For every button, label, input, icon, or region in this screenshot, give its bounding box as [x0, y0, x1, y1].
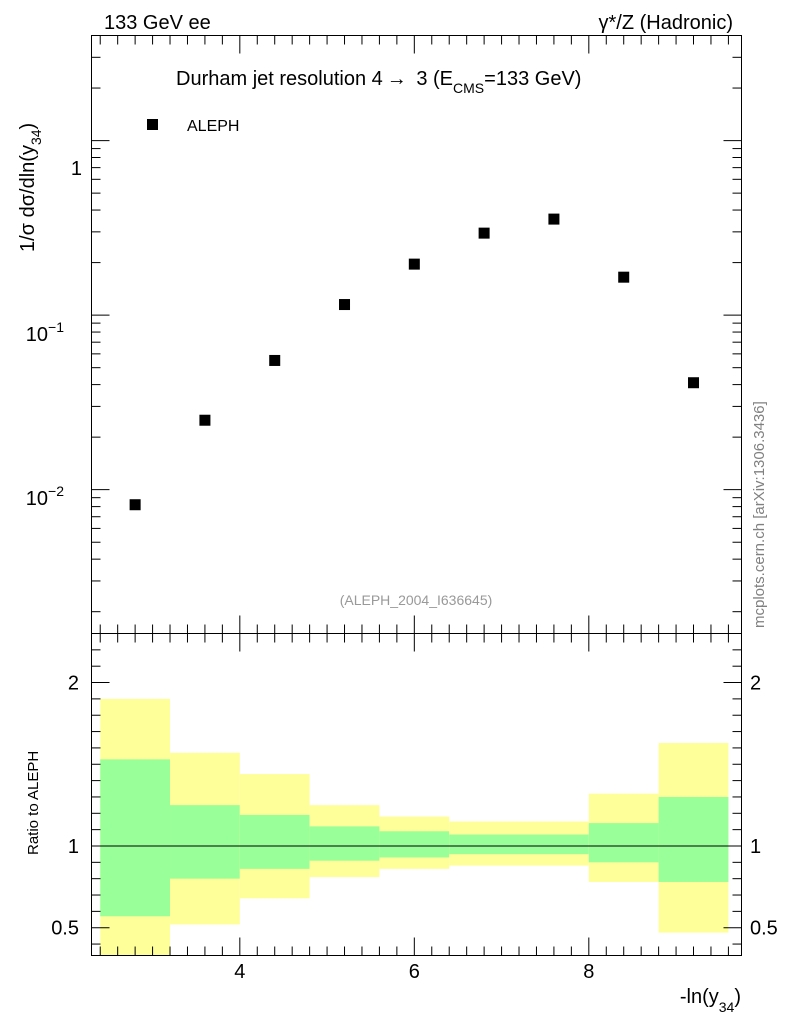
title-tail-text: =133 GeV)	[484, 68, 581, 90]
ratio-ytick-label-right: 1	[750, 836, 761, 858]
title-sub-text: CMS	[453, 80, 484, 96]
aleph-data-point	[129, 499, 141, 511]
title-num-text: 3 (E	[411, 68, 453, 90]
ylabel-tail-text: )	[17, 123, 39, 130]
ratio-bands	[100, 698, 729, 956]
ratio-green-band	[170, 805, 240, 879]
aleph-data-point	[478, 227, 490, 239]
aleph-data-point	[408, 258, 420, 270]
ratio-ytick-label-right: 0.5	[750, 918, 778, 940]
aleph-data-point	[339, 299, 351, 311]
title-arrow: →	[387, 68, 407, 90]
ratio-plot-frame	[91, 633, 742, 956]
ytick-label-minus1: 10−1	[26, 319, 64, 346]
ratio-ytick-label-left: 0.5	[51, 918, 79, 940]
ratio-y-axis-label: Ratio to ALEPH	[25, 751, 42, 855]
x-axis-label: -ln(y34)	[680, 986, 741, 1015]
main-y-axis-label: 1/σ dσ/dln(y34)	[17, 123, 44, 252]
ratio-green-band	[100, 759, 171, 917]
main-title: Durham jet resolution 4 → 3 (ECMS=133 GeV…	[176, 68, 581, 96]
x-tick-label: 8	[583, 961, 594, 983]
ylabel-main-text: 1/σ dσ/dln(y	[17, 145, 39, 252]
ylabel-sub-text: 34	[28, 129, 44, 145]
watermark-label: mcplots.cern.ch [arXiv:1306.3436]	[751, 401, 768, 628]
ytick-label-1: 1	[71, 158, 82, 180]
header-right-label: γ*/Z (Hadronic)	[599, 12, 733, 34]
xlabel-main-text: -ln(y	[680, 986, 719, 1008]
title-main-text: Durham jet resolution 4	[176, 68, 383, 90]
aleph-data-point	[548, 213, 560, 225]
ratio-green-band	[309, 826, 380, 861]
legend-marker	[147, 119, 158, 130]
ratio-ytick-label-right: 2	[750, 673, 761, 695]
ytick-base-1: 10	[26, 324, 48, 346]
ratio-ytick-label-left: 1	[68, 836, 79, 858]
ytick-label-minus2: 10−2	[26, 483, 64, 510]
ratio-y-tick-labels: 0.5 0.5 1 1 2 2	[51, 673, 778, 940]
aleph-data-point	[618, 271, 630, 283]
aleph-data-point	[199, 414, 211, 426]
legend-label: ALEPH	[187, 118, 239, 135]
ytick-exp-1: −1	[48, 319, 64, 335]
ratio-axis-ticks	[91, 633, 742, 956]
analysis-label: (ALEPH_2004_I636645)	[340, 592, 493, 608]
aleph-markers	[129, 213, 700, 511]
aleph-data-point	[688, 377, 700, 389]
header-left-label: 133 GeV ee	[104, 12, 211, 34]
x-tick-label: 6	[409, 961, 420, 983]
ratio-panel: 0.5 0.5 1 1 2 2 4 6 8 Ratio to ALEPH -ln(y34)	[25, 633, 778, 1015]
ratio-green-band	[588, 823, 659, 863]
main-panel: Durham jet resolution 4 → 3 (ECMS=133 GeV…	[17, 35, 742, 634]
xlabel-sub-text: 34	[719, 999, 735, 1015]
aleph-data-point	[269, 354, 281, 366]
ratio-green-band	[239, 814, 310, 869]
ratio-green-band	[519, 834, 589, 855]
ratio-green-band	[449, 834, 520, 855]
ratio-x-tick-labels: 4 6 8	[234, 961, 594, 983]
ratio-green-band	[658, 796, 729, 882]
ratio-green-band	[379, 831, 450, 858]
ytick-base-2: 10	[26, 488, 48, 510]
ratio-ytick-label-left: 2	[68, 673, 79, 695]
main-axis-ticks	[91, 35, 742, 634]
x-tick-label: 4	[234, 961, 245, 983]
ytick-exp-2: −2	[48, 483, 64, 499]
xlabel-tail-text: )	[734, 986, 741, 1008]
